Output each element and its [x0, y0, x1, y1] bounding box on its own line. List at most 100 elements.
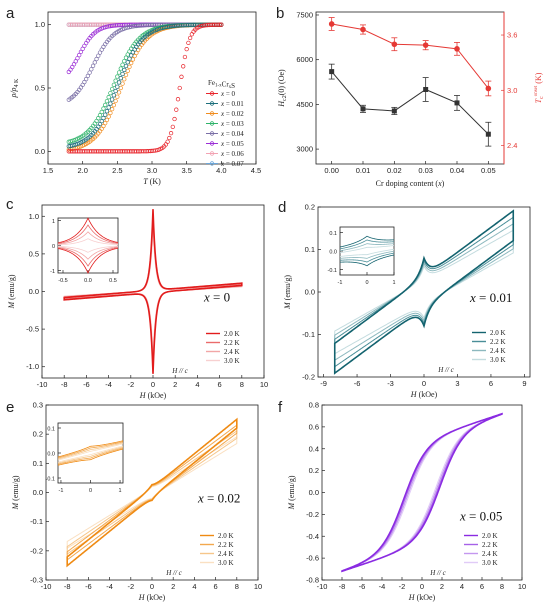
composition-label: x = 0	[203, 290, 230, 305]
panel-letter: b	[276, 5, 284, 22]
y-tick-label: 0.0	[305, 288, 315, 297]
data-point	[127, 56, 132, 61]
data-point	[99, 119, 104, 124]
x-tick-label: 4	[192, 582, 196, 591]
data-point	[106, 95, 111, 100]
x-tick-label: 8	[240, 380, 244, 389]
data-point	[115, 74, 120, 79]
data-point	[73, 59, 78, 64]
x-axis-label: H (kOe)	[410, 390, 438, 399]
y-tick-label: -0.5	[26, 325, 39, 334]
legend-label: 2.4 K	[218, 550, 234, 558]
data-point	[109, 106, 115, 112]
data-point	[78, 49, 84, 55]
x-tick-label: -8	[339, 582, 346, 591]
y-tick-label: 0.8	[309, 401, 319, 410]
legend-marker	[209, 131, 215, 136]
y-tick-label: 0.2	[309, 466, 319, 475]
data-point	[94, 56, 99, 62]
legend-label: 2.0 K	[482, 532, 498, 540]
data-point	[104, 117, 110, 123]
data-point	[109, 86, 115, 92]
data-point	[179, 74, 184, 79]
data-point-square	[329, 69, 335, 75]
inset-loop-lower	[57, 247, 119, 274]
series-x0	[66, 22, 224, 154]
data-point	[219, 22, 224, 27]
data-point	[120, 71, 125, 77]
data-point	[113, 78, 118, 83]
y-axis-label: M (emu/g)	[287, 475, 296, 510]
data-point	[115, 84, 120, 89]
x-tick-label: -2	[399, 582, 406, 591]
data-point	[77, 52, 82, 58]
inset-loop-upper	[339, 243, 395, 252]
legend-marker	[209, 161, 215, 166]
field-note: H // c	[171, 367, 188, 375]
x-tick-label: -4	[379, 582, 386, 591]
inset-loop-lower	[57, 247, 119, 267]
data-point	[125, 60, 130, 65]
data-point	[101, 106, 106, 111]
inset-loop-lower	[57, 446, 124, 464]
legend-marker	[209, 101, 215, 106]
legend-marker	[209, 141, 215, 146]
y-tick-label: 6000	[296, 55, 313, 64]
y-tick-label: 1.0	[29, 212, 39, 221]
y-tick-label: 0.0	[33, 488, 43, 497]
data-point	[123, 63, 129, 69]
loop-20K	[66, 417, 238, 568]
loop-20K	[341, 412, 503, 573]
x-axis-label: H (kOe)	[139, 391, 167, 400]
inset-loop-upper	[57, 217, 119, 244]
y-tick-label-right: 2.4	[507, 141, 517, 150]
x-tick-label: 6	[214, 582, 218, 591]
x-tick-label: -10	[317, 582, 328, 591]
legend-label: x = 0.02	[220, 110, 244, 118]
data-point	[101, 44, 106, 49]
y-tick-label: -0.1	[46, 477, 55, 483]
y-tick-label: 1	[52, 219, 55, 225]
x-tick-label: 0.00	[324, 166, 339, 175]
data-point	[129, 60, 134, 66]
y-tick-label: 0.4	[309, 444, 319, 453]
data-point	[113, 98, 118, 104]
data-point	[103, 120, 108, 126]
x-tick-label: -3	[387, 379, 394, 388]
inset-loop-lower	[57, 447, 124, 465]
data-point	[108, 90, 113, 96]
legend-label: x = 0.04	[220, 130, 244, 138]
data-point	[103, 112, 108, 117]
loop-24K	[341, 413, 503, 572]
x-tick-label: 10	[260, 380, 268, 389]
data-point	[89, 67, 94, 72]
data-point	[108, 110, 113, 116]
legend-label: 2.2 K	[224, 339, 240, 347]
x-axis-label: H (kOe)	[408, 593, 436, 602]
y-tick-label: 0	[52, 244, 55, 250]
legend-label: x = 0.01	[220, 100, 244, 108]
x-tick-label: 2	[171, 582, 175, 591]
x-tick-label: 1	[392, 280, 395, 286]
x-tick-label: 3.0	[147, 166, 157, 175]
data-point	[168, 130, 174, 136]
loop-20K	[333, 209, 515, 375]
x-axis-label: H (kOe)	[138, 593, 166, 602]
data-point	[177, 85, 182, 91]
data-point	[116, 70, 122, 75]
data-point	[113, 88, 118, 94]
data-point	[92, 60, 97, 65]
data-point-circle	[391, 41, 398, 48]
panel-letter: d	[278, 199, 286, 216]
legend-marker	[209, 91, 215, 96]
x-tick-label: 0.04	[450, 166, 465, 175]
legend-label: 3.0 K	[490, 356, 506, 364]
inset-loop-upper	[57, 441, 124, 459]
data-point	[167, 135, 172, 141]
panel-d-magnetization-chart: d -9 -6 -3 0 3 6 9 -0.2 -0.1 0.0 0.1 0.2 M (emu/g) H (…	[278, 199, 531, 399]
legend-title: Fe1-xCrxS	[208, 79, 235, 90]
data-point-circle	[360, 26, 366, 33]
composition-label: x = 0.02	[197, 491, 240, 506]
composition-label: x = 0.01	[469, 290, 512, 305]
x-tick-label: 3.5	[181, 166, 191, 175]
